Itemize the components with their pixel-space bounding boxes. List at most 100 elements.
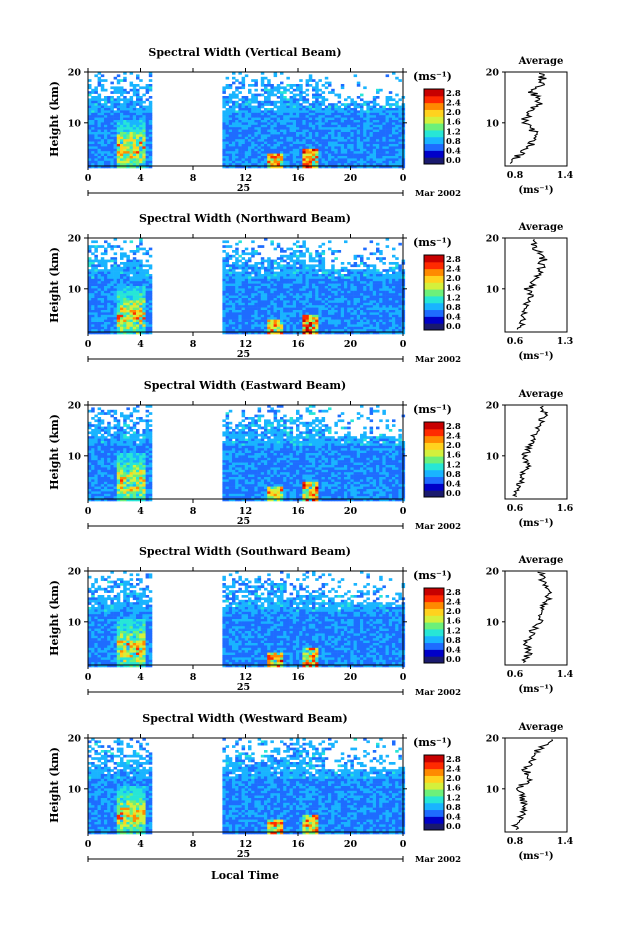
heatmap-cell (356, 153, 361, 157)
heatmap-cell (302, 310, 306, 313)
heatmap-cell (136, 139, 140, 142)
heatmap-cell (392, 103, 396, 106)
heatmap-cell (251, 269, 255, 272)
heatmap-cell (238, 91, 242, 94)
heatmap-cell (248, 88, 252, 92)
heatmap-cell (123, 324, 127, 328)
heatmap-cell (139, 281, 143, 284)
heatmap-cell (142, 136, 146, 140)
heatmap-cell (353, 298, 358, 301)
heatmap-cell (315, 290, 319, 294)
heatmap-cell (379, 286, 383, 289)
heatmap-cell (344, 120, 348, 123)
heatmap-cell (254, 136, 258, 140)
heatmap-cell (392, 247, 396, 251)
avg-unit: (ms⁻¹) (518, 185, 553, 196)
heatmap-cell (120, 310, 124, 313)
heatmap-cell (369, 141, 374, 145)
heatmap-cell (334, 122, 338, 126)
heatmap-cell (334, 158, 338, 162)
heatmap-cell (241, 281, 246, 284)
heatmap-cell (251, 163, 255, 166)
heatmap-cell (344, 158, 348, 162)
x-tick-label: 20 (344, 173, 358, 184)
heatmap-cell (244, 269, 249, 272)
heatmap-cell (392, 274, 396, 277)
heatmap-cell (145, 324, 150, 328)
heatmap-cell (392, 281, 396, 284)
heatmap-cell (318, 103, 322, 106)
heatmap-cell (286, 134, 290, 138)
heatmap-cell (299, 110, 303, 114)
heatmap-cell (235, 156, 239, 159)
heatmap-cell (142, 156, 146, 159)
heatmap-cell (222, 100, 226, 104)
heatmap-cell (283, 141, 287, 145)
heatmap-cell (376, 250, 380, 253)
avg-profile-line (509, 72, 547, 164)
heatmap-cell (360, 271, 364, 275)
heatmap-cell (113, 134, 118, 138)
heatmap-cell (382, 295, 386, 299)
heatmap-cell (286, 84, 290, 87)
heatmap-cell (276, 264, 281, 268)
heatmap-cell (238, 314, 242, 318)
heatmap-cell (388, 326, 393, 330)
heatmap-cell (318, 146, 322, 150)
heatmap-cell (267, 79, 271, 82)
heatmap-cell (328, 302, 332, 306)
heatmap-cell (129, 240, 134, 244)
heatmap-cell (305, 100, 310, 104)
heatmap-cell (376, 300, 380, 304)
heatmap-cell (363, 271, 367, 275)
heatmap-cell (244, 290, 249, 294)
heatmap-cell (318, 302, 322, 306)
heatmap-cell (104, 160, 108, 164)
heatmap-cell (225, 264, 230, 268)
heatmap-cell (382, 286, 386, 289)
heatmap-cell (248, 112, 252, 116)
heatmap-cell (116, 122, 121, 126)
heatmap-cell (232, 288, 236, 292)
heatmap-cell (267, 298, 271, 301)
heatmap-cell (222, 307, 226, 311)
heatmap-cell (142, 317, 146, 320)
heatmap-cell (353, 319, 358, 323)
heatmap-cell (136, 93, 140, 97)
heatmap-cell (388, 298, 393, 301)
heatmap-cell (264, 117, 268, 121)
heatmap-cell (104, 278, 108, 282)
heatmap-cell (328, 91, 332, 94)
heatmap-cell (321, 264, 326, 268)
heatmap-cell (148, 247, 153, 251)
heatmap-cell (363, 151, 367, 154)
heatmap-cell (395, 322, 399, 325)
heatmap-cell (270, 132, 274, 135)
heatmap-cell (148, 124, 153, 128)
heatmap-cell (369, 271, 374, 275)
heatmap-cell (113, 117, 118, 121)
heatmap-cell (254, 115, 258, 118)
heatmap-cell (344, 305, 348, 308)
heatmap-cell (376, 269, 380, 272)
heatmap-cell (296, 136, 300, 140)
heatmap-cell (360, 293, 364, 296)
heatmap-cell (145, 108, 150, 111)
heatmap-cell (385, 314, 390, 318)
heatmap-cell (283, 331, 287, 335)
heatmap-cell (260, 148, 265, 152)
heatmap-cell (126, 108, 130, 111)
heatmap-cell (251, 165, 255, 169)
heatmap-cell (91, 115, 95, 118)
heatmap-cell (331, 156, 335, 159)
heatmap-cell (267, 124, 271, 128)
heatmap-cell (366, 274, 370, 277)
heatmap-cell (366, 290, 370, 294)
heatmap-cell (270, 298, 274, 301)
heatmap-cell (222, 88, 226, 92)
heatmap-cell (238, 271, 242, 275)
heatmap-cell (264, 153, 268, 157)
heatmap-cell (248, 288, 252, 292)
heatmap-cell (270, 300, 274, 304)
heatmap-cell (251, 288, 255, 292)
